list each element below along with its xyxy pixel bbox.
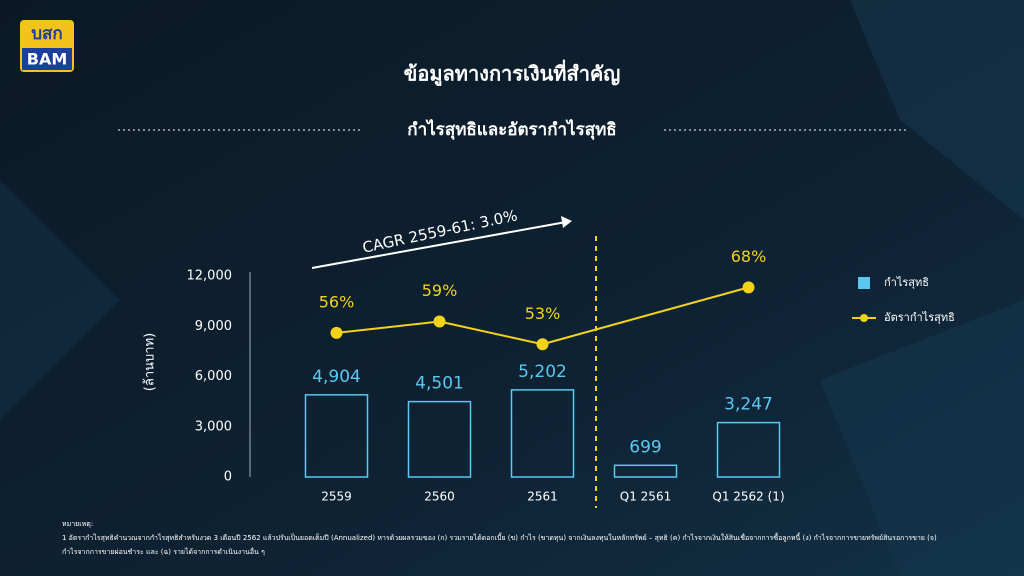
cagr-arrowhead [561,216,572,228]
legend-swatch [858,277,870,289]
bar [613,464,678,478]
value-label: 3,247 [724,395,773,415]
legend-swatch [860,314,868,322]
value-label: 4,904 [312,367,361,387]
value-label: 56% [319,292,355,311]
x-tick-label: 2560 [424,490,455,504]
y-tick-label: 9,000 [195,319,232,334]
bar [510,389,575,478]
bar [716,421,781,478]
x-tick-label: Q1 2561 [620,490,671,504]
line-point [742,281,755,294]
line-point [536,338,549,351]
subtitle: กำไรสุทธิและอัตรากำไรสุทธิ [407,119,616,140]
note: หมายเหตุ: [62,520,93,528]
value-label: 53% [525,304,561,323]
logo-lower [22,48,72,70]
bar [407,400,472,478]
logo-bottom: BAM [27,50,68,69]
value-label: 4,501 [415,374,464,394]
title: ข้อมูลทางการเงินที่สำคัญ [404,59,621,88]
line-segment [542,286,749,346]
bg-shape [820,300,1024,576]
y-tick-label: 3,000 [195,419,232,434]
x-tick-label: 2559 [321,490,352,504]
value-label: 5,202 [518,362,567,382]
y-tick-label: 6,000 [195,369,232,384]
note: 1 อัตรากำไรสุทธิคำนวณจากกำไรสุทธิสำหรับง… [62,531,937,542]
bar [304,394,369,478]
bg-shape [850,0,1024,220]
value-label: 699 [629,437,661,457]
y-tick-label: 12,000 [187,269,233,284]
x-tick-label: 2561 [527,490,558,504]
y-axis-label: (ล้านบาท) [143,333,158,391]
line-segment [439,320,543,346]
value-label: 59% [422,281,458,300]
note: กำไรจากการขายผ่อนชำระ และ (ฉ) รายได้จากก… [62,547,265,556]
bg-shape [0,180,120,420]
line-segment [336,320,440,334]
y-tick-label: 0 [224,470,232,485]
value-label: 68% [731,247,767,266]
line-point [433,315,446,328]
legend-label: กำไรสุทธิ [884,276,929,289]
x-tick-label: Q1 2562 (1) [712,490,784,504]
legend-label: อัตรากำไรสุทธิ [884,311,955,324]
cagr-arrow [311,221,567,269]
logo-top: บสก [31,24,62,44]
line-point [330,326,343,339]
